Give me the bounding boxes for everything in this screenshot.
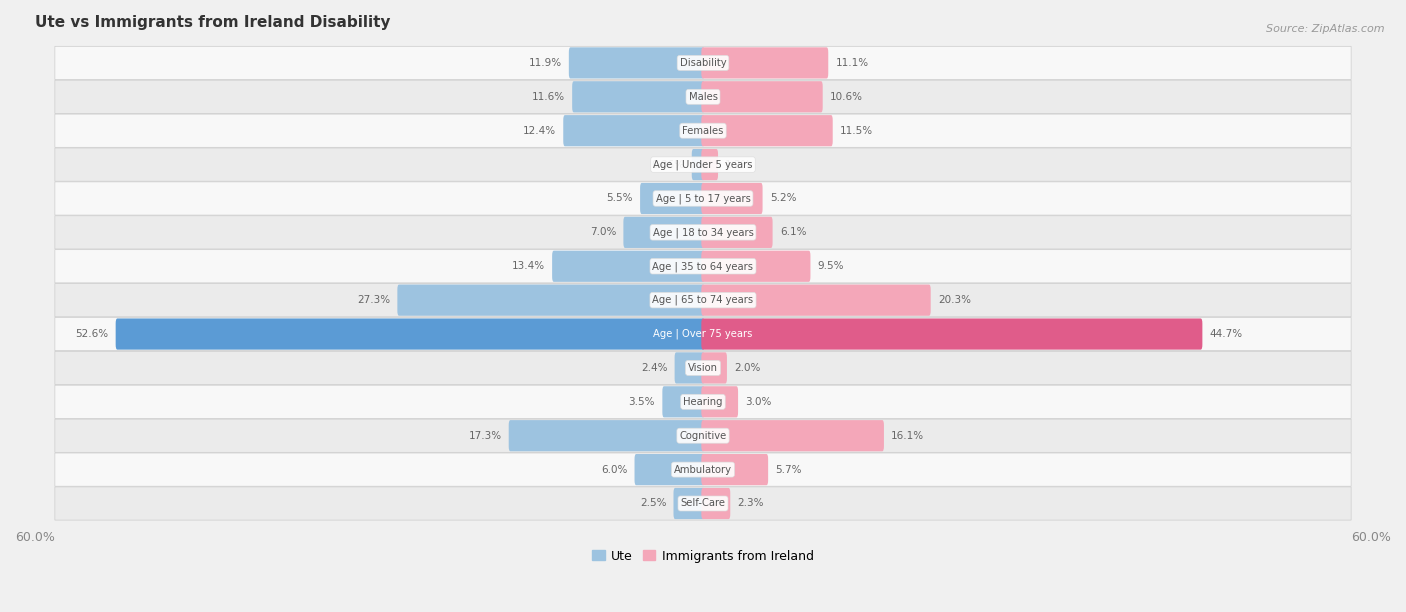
Text: 5.5%: 5.5% — [606, 193, 633, 203]
FancyBboxPatch shape — [564, 115, 704, 146]
FancyBboxPatch shape — [702, 285, 931, 316]
Text: 1.2%: 1.2% — [725, 160, 752, 170]
Text: Females: Females — [682, 125, 724, 136]
FancyBboxPatch shape — [702, 353, 727, 384]
FancyBboxPatch shape — [702, 149, 718, 180]
Text: 2.5%: 2.5% — [640, 499, 666, 509]
FancyBboxPatch shape — [55, 487, 1351, 520]
Text: 2.3%: 2.3% — [738, 499, 763, 509]
Text: Disability: Disability — [679, 58, 727, 68]
FancyBboxPatch shape — [702, 183, 762, 214]
FancyBboxPatch shape — [673, 488, 704, 519]
FancyBboxPatch shape — [55, 80, 1351, 113]
Text: 9.5%: 9.5% — [818, 261, 844, 271]
Text: Ute vs Immigrants from Ireland Disability: Ute vs Immigrants from Ireland Disabilit… — [35, 15, 391, 30]
Text: 27.3%: 27.3% — [357, 295, 389, 305]
Text: 11.9%: 11.9% — [529, 58, 561, 68]
FancyBboxPatch shape — [55, 114, 1351, 147]
FancyBboxPatch shape — [702, 115, 832, 146]
Text: 13.4%: 13.4% — [512, 261, 546, 271]
Text: Age | 65 to 74 years: Age | 65 to 74 years — [652, 295, 754, 305]
Text: 16.1%: 16.1% — [891, 431, 924, 441]
FancyBboxPatch shape — [55, 351, 1351, 384]
FancyBboxPatch shape — [55, 385, 1351, 419]
FancyBboxPatch shape — [634, 454, 704, 485]
Text: 2.0%: 2.0% — [734, 363, 761, 373]
FancyBboxPatch shape — [509, 420, 704, 451]
FancyBboxPatch shape — [569, 47, 704, 78]
Text: 2.4%: 2.4% — [641, 363, 668, 373]
FancyBboxPatch shape — [702, 81, 823, 113]
FancyBboxPatch shape — [702, 47, 828, 78]
FancyBboxPatch shape — [55, 47, 1351, 80]
Text: Ambulatory: Ambulatory — [673, 465, 733, 475]
FancyBboxPatch shape — [662, 386, 704, 417]
Text: 3.5%: 3.5% — [628, 397, 655, 407]
Text: 52.6%: 52.6% — [76, 329, 108, 339]
FancyBboxPatch shape — [55, 453, 1351, 486]
Text: 5.2%: 5.2% — [770, 193, 796, 203]
Text: 5.7%: 5.7% — [775, 465, 801, 475]
FancyBboxPatch shape — [572, 81, 704, 113]
FancyBboxPatch shape — [55, 250, 1351, 283]
Text: Age | 18 to 34 years: Age | 18 to 34 years — [652, 227, 754, 237]
FancyBboxPatch shape — [675, 353, 704, 384]
FancyBboxPatch shape — [702, 488, 730, 519]
FancyBboxPatch shape — [55, 283, 1351, 317]
FancyBboxPatch shape — [55, 216, 1351, 249]
Text: 11.5%: 11.5% — [839, 125, 873, 136]
Text: Age | Over 75 years: Age | Over 75 years — [654, 329, 752, 339]
FancyBboxPatch shape — [623, 217, 704, 248]
FancyBboxPatch shape — [702, 251, 810, 282]
FancyBboxPatch shape — [553, 251, 704, 282]
FancyBboxPatch shape — [640, 183, 704, 214]
FancyBboxPatch shape — [702, 454, 768, 485]
Text: 11.6%: 11.6% — [531, 92, 565, 102]
FancyBboxPatch shape — [702, 318, 1202, 349]
Text: 6.0%: 6.0% — [600, 465, 627, 475]
FancyBboxPatch shape — [398, 285, 704, 316]
FancyBboxPatch shape — [55, 148, 1351, 181]
FancyBboxPatch shape — [702, 217, 772, 248]
Text: Source: ZipAtlas.com: Source: ZipAtlas.com — [1267, 24, 1385, 34]
Legend: Ute, Immigrants from Ireland: Ute, Immigrants from Ireland — [588, 545, 818, 568]
FancyBboxPatch shape — [692, 149, 704, 180]
Text: Hearing: Hearing — [683, 397, 723, 407]
Text: Age | 35 to 64 years: Age | 35 to 64 years — [652, 261, 754, 272]
Text: 6.1%: 6.1% — [780, 228, 806, 237]
Text: Self-Care: Self-Care — [681, 499, 725, 509]
Text: Males: Males — [689, 92, 717, 102]
FancyBboxPatch shape — [702, 386, 738, 417]
Text: Age | 5 to 17 years: Age | 5 to 17 years — [655, 193, 751, 204]
Text: 10.6%: 10.6% — [830, 92, 863, 102]
Text: 3.0%: 3.0% — [745, 397, 772, 407]
Text: 0.86%: 0.86% — [651, 160, 685, 170]
Text: 17.3%: 17.3% — [468, 431, 502, 441]
Text: Age | Under 5 years: Age | Under 5 years — [654, 159, 752, 170]
Text: Vision: Vision — [688, 363, 718, 373]
Text: 11.1%: 11.1% — [835, 58, 869, 68]
Text: 7.0%: 7.0% — [589, 228, 616, 237]
Text: 12.4%: 12.4% — [523, 125, 555, 136]
Text: 20.3%: 20.3% — [938, 295, 972, 305]
Text: Cognitive: Cognitive — [679, 431, 727, 441]
FancyBboxPatch shape — [702, 420, 884, 451]
FancyBboxPatch shape — [55, 419, 1351, 452]
FancyBboxPatch shape — [55, 318, 1351, 351]
Text: 44.7%: 44.7% — [1209, 329, 1243, 339]
FancyBboxPatch shape — [115, 318, 704, 349]
FancyBboxPatch shape — [55, 182, 1351, 215]
